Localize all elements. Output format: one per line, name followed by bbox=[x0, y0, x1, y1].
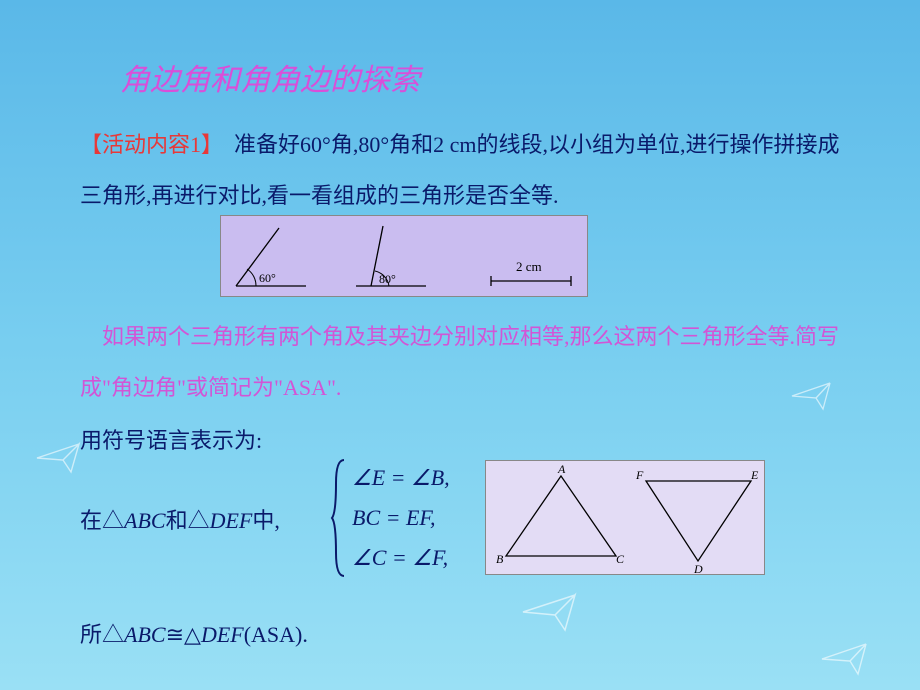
paragraph-theorem: 如果两个三角形有两个角及其夹边分别对应相等,那么这两个三角形全等.简写成"角边角… bbox=[80, 312, 860, 413]
paragraph-intriangles: 在△ABC和△DEF中, bbox=[80, 503, 280, 535]
figure-two-triangles: A B C F E D bbox=[485, 460, 765, 575]
svg-text:A: A bbox=[557, 462, 566, 476]
condition-1: ∠E = ∠B, bbox=[352, 458, 450, 498]
paper-plane-icon bbox=[35, 440, 83, 476]
paper-plane-icon bbox=[520, 590, 580, 634]
figure-angles-segment: 60° 80° 2 cm bbox=[220, 215, 588, 297]
angle-60-label: 60° bbox=[259, 271, 276, 285]
svg-text:E: E bbox=[750, 468, 759, 482]
svg-text:D: D bbox=[693, 562, 703, 576]
activity-label: 【活动内容1】 bbox=[80, 132, 212, 157]
conditions-block: ∠E = ∠B, BC = EF, ∠C = ∠F, bbox=[330, 458, 470, 578]
paragraph-notation-intro: 用符号语言表示为: bbox=[80, 423, 262, 455]
page-title: 角边角和角角边的探索 bbox=[120, 55, 420, 99]
paper-plane-icon bbox=[820, 640, 870, 678]
condition-3: ∠C = ∠F, bbox=[352, 538, 450, 578]
angle-80-label: 80° bbox=[379, 272, 396, 286]
svg-text:B: B bbox=[496, 552, 504, 566]
paragraph-conclusion: 所△ABC≅△DEF(ASA). bbox=[80, 617, 308, 649]
condition-2: BC = EF, bbox=[352, 498, 450, 538]
svg-text:C: C bbox=[616, 552, 625, 566]
svg-text:F: F bbox=[635, 468, 644, 482]
paragraph-activity: 【活动内容1】 准备好60°角,80°角和2 cm的线段,以小组为单位,进行操作… bbox=[80, 120, 860, 221]
segment-label: 2 cm bbox=[516, 259, 542, 274]
